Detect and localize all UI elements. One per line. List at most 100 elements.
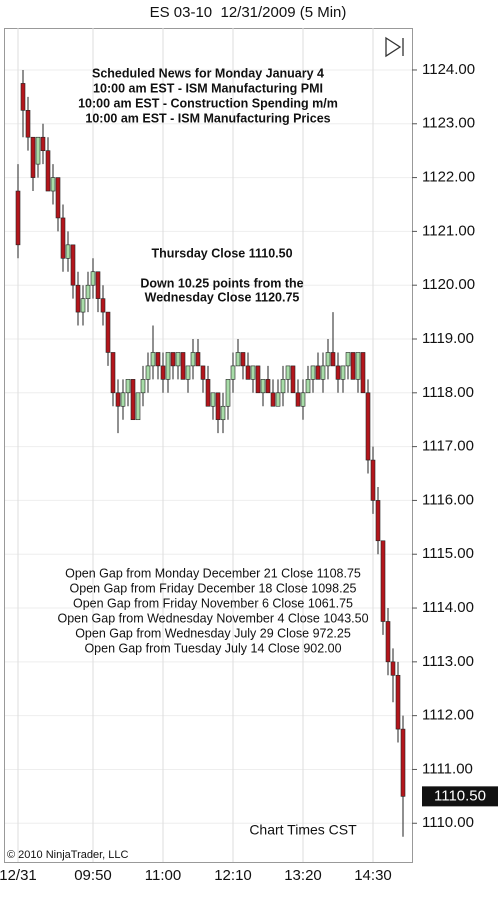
gap-note: Open Gap from Friday December 18 Close 1… bbox=[70, 581, 357, 595]
copyright: © 2010 NinjaTrader, LLC bbox=[7, 849, 128, 861]
candle-body bbox=[80, 298, 86, 313]
candle-body bbox=[280, 379, 286, 394]
y-tick-label: 1114.00 bbox=[422, 599, 474, 616]
candle-body bbox=[330, 352, 336, 367]
gap-note: Open Gap from Wednesday July 29 Close 97… bbox=[75, 626, 351, 640]
close-note: Down 10.25 points from the bbox=[140, 276, 303, 290]
candle-body bbox=[15, 190, 21, 246]
candle-body bbox=[385, 621, 391, 663]
candle-body bbox=[325, 352, 331, 367]
y-tick-label: 1110.00 bbox=[422, 814, 474, 831]
candle-body bbox=[75, 284, 81, 313]
candle-body bbox=[335, 365, 341, 380]
close-note: Thursday Close 1110.50 bbox=[151, 246, 292, 260]
candle-body bbox=[20, 83, 26, 111]
x-tick-label: 11:00 bbox=[145, 867, 181, 884]
y-tick-label: 1122.00 bbox=[422, 169, 475, 186]
candle-body bbox=[230, 365, 236, 380]
y-tick-label: 1112.00 bbox=[422, 707, 474, 724]
candle-body bbox=[135, 392, 141, 421]
candle-body bbox=[60, 217, 66, 259]
candle-body bbox=[30, 136, 36, 178]
candle-body bbox=[125, 379, 131, 394]
candle-body bbox=[145, 365, 151, 380]
candle-body bbox=[365, 392, 371, 461]
candle-body bbox=[200, 365, 206, 380]
candle-body bbox=[350, 352, 356, 380]
labels: 1110.00 1111.00 1112.00 1113.00 1114.00 1115.… bbox=[0, 61, 498, 884]
x-tick-label: 14:30 bbox=[354, 867, 392, 884]
candle-body bbox=[55, 177, 61, 219]
x-tick-label: 09:50 bbox=[74, 867, 112, 884]
news-line: Scheduled News for Monday January 4 bbox=[92, 66, 324, 80]
x-tick-label: 13:20 bbox=[284, 867, 322, 884]
candle-body bbox=[105, 311, 111, 353]
y-tick-label: 1119.00 bbox=[422, 330, 474, 347]
candle-body bbox=[65, 244, 71, 259]
candle-body bbox=[165, 352, 171, 380]
candle-body bbox=[220, 405, 226, 421]
candle-body bbox=[395, 674, 401, 730]
candle-body bbox=[390, 661, 396, 676]
candle-body bbox=[300, 392, 306, 407]
gap-note: Open Gap from Wednesday November 4 Close… bbox=[57, 611, 368, 625]
candle-body bbox=[260, 379, 266, 394]
candle-body bbox=[285, 365, 291, 380]
candle-body bbox=[345, 352, 351, 367]
candle-body bbox=[305, 379, 311, 394]
candle-body bbox=[195, 352, 201, 367]
candle-body bbox=[315, 365, 321, 380]
candle-body bbox=[90, 271, 96, 286]
y-tick-label: 1120.00 bbox=[422, 276, 475, 293]
candle-body bbox=[210, 392, 216, 407]
news-line: 10:00 am EST - ISM Manufacturing Prices bbox=[85, 111, 330, 125]
candle-body bbox=[110, 352, 116, 394]
candle-body bbox=[50, 177, 56, 192]
y-tick-label: 1123.00 bbox=[422, 115, 475, 132]
y-tick-label: 1121.00 bbox=[422, 222, 475, 239]
candle-body bbox=[245, 365, 251, 380]
plot-frame bbox=[4, 28, 413, 863]
last-price-box bbox=[422, 786, 498, 807]
candle-body bbox=[95, 271, 101, 299]
gap-note: Open Gap from Tuesday July 14 Close 902.… bbox=[84, 641, 341, 655]
candle-body bbox=[250, 365, 256, 380]
chart-title: ES 03-10 12/31/2009 (5 Min) bbox=[150, 4, 347, 21]
y-tick-label: 1113.00 bbox=[422, 653, 474, 670]
y-tick-label: 1116.00 bbox=[422, 491, 474, 508]
play-icon bbox=[385, 36, 402, 58]
candle-body bbox=[375, 500, 381, 542]
candle-body bbox=[155, 352, 161, 367]
candle-body bbox=[240, 352, 246, 367]
candle-body bbox=[100, 298, 106, 313]
y-tick-label: 1111.00 bbox=[422, 760, 473, 777]
news-line: 10:00 am EST - ISM Manufacturing PMI bbox=[93, 81, 323, 95]
candles bbox=[15, 69, 406, 837]
candle-body bbox=[120, 392, 126, 407]
y-tick-label: 1115.00 bbox=[422, 545, 474, 562]
candle-body bbox=[35, 136, 41, 165]
candle-body bbox=[130, 379, 136, 421]
candle-body bbox=[380, 540, 386, 622]
candle-body bbox=[340, 365, 346, 380]
candle-body bbox=[265, 379, 271, 394]
candle-body bbox=[320, 365, 326, 380]
candle-body bbox=[180, 352, 186, 380]
x-tick-label: 12/31 bbox=[0, 867, 37, 884]
time-zone-note: Chart Times CST bbox=[249, 822, 357, 838]
news-line: 10:00 am EST - Construction Spending m/m bbox=[78, 96, 338, 110]
candle-body bbox=[355, 352, 361, 380]
candle-body bbox=[115, 392, 121, 407]
candle-body bbox=[170, 352, 176, 367]
close-note: Wednesday Close 1120.75 bbox=[145, 290, 300, 304]
candle-body bbox=[160, 365, 166, 380]
gap-note: Open Gap from Friday November 6 Close 10… bbox=[73, 596, 353, 610]
candle-body bbox=[190, 352, 196, 367]
gap-note: Open Gap from Monday December 21 Close 1… bbox=[65, 566, 361, 580]
candle-body bbox=[150, 352, 156, 367]
candle-body bbox=[215, 392, 221, 421]
y-tick-label: 1124.00 bbox=[422, 61, 475, 78]
last-price-label: 1110.50 bbox=[434, 787, 486, 804]
candle-body bbox=[225, 379, 231, 407]
